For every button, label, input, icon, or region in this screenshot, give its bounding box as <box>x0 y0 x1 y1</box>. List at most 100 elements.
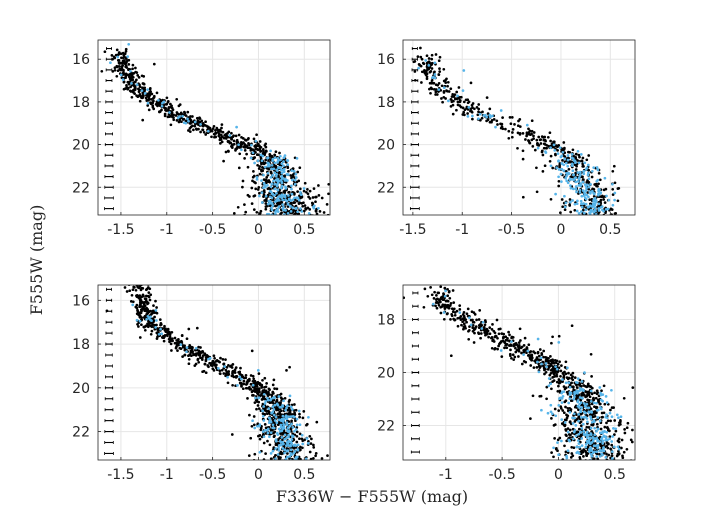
star-point <box>115 74 119 78</box>
star-point-cyan <box>272 179 275 183</box>
star-point <box>248 413 251 417</box>
star-point-cyan <box>565 174 568 178</box>
star-point <box>610 443 614 447</box>
star-point <box>597 171 601 175</box>
star-point-cyan <box>564 161 568 165</box>
star-point <box>141 287 145 290</box>
star-point <box>527 343 531 347</box>
star-point <box>175 119 179 122</box>
star-point <box>164 330 168 334</box>
star-point-cyan <box>276 159 280 163</box>
star-point <box>168 333 172 337</box>
star-point-cyan <box>271 204 275 207</box>
star-point <box>425 77 429 81</box>
star-point-cyan <box>557 159 560 163</box>
star-point-cyan <box>280 417 284 421</box>
star-point <box>505 342 509 346</box>
star-point-cyan <box>288 424 292 428</box>
star-point-cyan <box>286 212 290 215</box>
star-point-cyan <box>536 360 539 364</box>
star-point <box>280 431 284 435</box>
star-point <box>149 309 152 313</box>
star-point-cyan <box>574 176 577 179</box>
star-point <box>170 330 174 334</box>
star-point <box>250 424 254 428</box>
star-point <box>540 351 544 355</box>
star-point-cyan <box>292 217 295 220</box>
star-point <box>160 108 163 112</box>
star-point-cyan <box>577 452 581 455</box>
star-point-cyan <box>577 432 581 436</box>
star-point-cyan <box>281 447 285 450</box>
star-point-cyan <box>159 327 162 331</box>
star-point <box>487 335 490 339</box>
star-point-cyan <box>275 191 278 195</box>
star-point <box>169 342 173 346</box>
star-point-cyan <box>299 191 302 194</box>
star-point <box>610 208 614 211</box>
star-point <box>171 115 174 119</box>
star-point <box>301 416 305 420</box>
star-point <box>573 376 577 379</box>
star-point <box>137 270 140 273</box>
star-point-cyan <box>270 167 273 171</box>
star-point-cyan <box>268 195 272 199</box>
star-point-cyan <box>160 332 164 336</box>
star-point <box>613 419 617 422</box>
star-point-cyan <box>586 183 589 187</box>
star-point <box>103 50 107 54</box>
star-point <box>557 366 561 370</box>
star-point <box>530 138 534 142</box>
star-point <box>186 110 190 114</box>
star-point-cyan <box>600 437 603 441</box>
star-point-cyan <box>294 457 298 460</box>
star-point <box>251 175 255 179</box>
star-point <box>140 280 143 283</box>
star-point <box>586 382 590 386</box>
star-point-cyan <box>285 436 288 440</box>
star-point <box>256 163 259 167</box>
star-point <box>130 95 134 99</box>
star-point-cyan <box>293 196 296 200</box>
star-point <box>146 325 150 329</box>
star-point <box>133 280 136 283</box>
star-point-cyan <box>563 157 567 161</box>
star-point-cyan <box>595 429 598 433</box>
star-point <box>482 325 486 329</box>
star-point <box>275 387 279 391</box>
star-point-cyan <box>260 179 263 182</box>
star-point <box>492 118 496 121</box>
star-point <box>462 327 465 331</box>
star-point <box>105 309 109 313</box>
star-point <box>258 390 261 394</box>
star-point <box>258 434 262 437</box>
star-point-cyan <box>554 365 557 368</box>
star-point <box>155 323 158 327</box>
star-point-cyan <box>577 161 581 165</box>
star-point <box>428 62 432 65</box>
star-point <box>566 406 570 410</box>
star-point <box>606 442 610 445</box>
star-point <box>142 305 145 309</box>
star-point <box>219 136 223 139</box>
star-point <box>412 60 416 64</box>
star-point <box>583 466 586 469</box>
y-tick-label: 22 <box>377 180 395 196</box>
star-point <box>220 123 224 126</box>
star-point <box>283 219 286 222</box>
star-point-cyan <box>477 117 480 121</box>
star-point <box>507 344 511 347</box>
star-point <box>601 215 604 218</box>
star-point-cyan <box>555 367 559 371</box>
star-point <box>427 57 431 60</box>
star-point <box>257 167 261 170</box>
star-point <box>447 306 451 310</box>
star-point <box>430 87 434 91</box>
star-point <box>187 327 191 331</box>
star-point-cyan <box>561 394 565 398</box>
star-point-cyan <box>597 193 600 197</box>
star-point <box>142 303 146 307</box>
star-point-cyan <box>604 395 608 398</box>
star-point <box>266 187 270 191</box>
